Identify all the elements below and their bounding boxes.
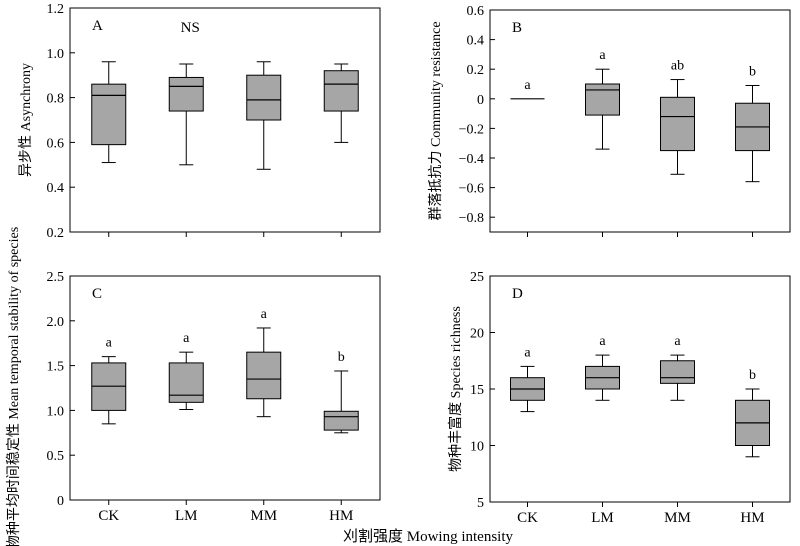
plot-frame [69,7,381,233]
iqr-box [660,96,695,152]
y-tick-label: 0.5 [47,449,65,464]
y-tick-label: 10 [470,440,484,455]
y-tick-label: 0.2 [47,226,65,241]
y-tick-label: −0.4 [459,152,484,167]
panel-b: −0.8 −0.6 −0.4 −0.2 0 0.2 0.4 0.6 群落抵抗力 Communit… [428,4,791,237]
y-tick-label: 5 [477,496,484,511]
y-tick-label: 0.2 [467,63,485,78]
y-tick-label: 1.0 [47,47,65,62]
iqr-box [91,83,127,146]
y-tick-label: 20 [470,327,484,342]
significance-annotation: NS [181,20,200,36]
box-ck: a [510,345,545,413]
box-ck [91,61,127,164]
significance-letter: a [183,331,190,346]
x-tick-label: CK [98,508,119,524]
y-tick-label: 0 [57,494,64,509]
y-axis-label: 异步性 Asynchrony [18,63,34,177]
panel-label: C [92,286,102,302]
y-tick-label: −0.2 [459,122,484,137]
box-lm: a [585,334,620,401]
significance-letter: a [599,48,606,63]
box-hm: b [735,368,770,458]
box-hm: b [735,64,770,183]
x-tick-label: MM [664,510,691,526]
box-mm: a [660,334,695,401]
y-axis-label: 物种丰富度 Species richness [447,306,464,472]
significance-letter: a [674,334,681,349]
y-tick-label: 2.5 [47,270,65,285]
y-tick-label: 0 [477,93,484,108]
iqr-box [323,410,359,431]
y-tick-label: 2.0 [47,315,65,330]
box-ck: a [510,78,545,100]
significance-letter: a [524,345,531,360]
y-tick-label: 0.6 [467,4,485,19]
significance-letter: b [749,64,756,79]
panel-label: D [512,286,523,302]
y-tick-label: 0.6 [47,136,65,151]
iqr-box [168,76,204,112]
box-lm [168,63,204,166]
box-ck: a [91,336,127,425]
y-tick-label: 0.8 [47,92,65,107]
box-lm: a [585,48,620,150]
y-tick-label: 25 [470,270,484,285]
significance-letter: b [749,368,756,383]
y-axis-label: 物种平均时间稳定性 Mean temporal stability of spe… [6,227,22,546]
plot-frame [69,275,381,501]
y-tick-label: −0.8 [459,211,484,226]
x-tick-label: MM [250,508,277,524]
x-tick-label: HM [329,508,353,524]
shared-x-axis-label: 刈割强度 Mowing intensity [343,528,514,545]
iqr-box [246,74,282,121]
box-mm: a [246,307,282,418]
y-tick-label: 0.4 [47,181,65,196]
x-tick-label: LM [591,510,614,526]
y-tick-label: −0.6 [459,182,484,197]
x-tick-label: LM [175,508,198,524]
box-lm: a [168,331,204,411]
significance-letter: a [261,307,268,322]
significance-letter: ab [671,59,684,74]
iqr-box [246,351,282,400]
y-tick-label: 1.0 [47,404,65,419]
box-hm: b [323,350,359,434]
x-tick-label: CK [517,510,538,526]
box-hm [323,63,359,143]
significance-letter: a [599,334,606,349]
panel-label: B [512,20,522,36]
panel-a: 0.2 0.4 0.6 0.8 1.0 1.2 异步性 Asynchrony A NS [18,2,381,241]
box-mm [246,61,282,170]
significance-letter: a [524,78,531,93]
significance-letter: a [106,336,113,351]
iqr-box [585,83,620,116]
plot-frame [489,9,791,233]
x-tick-label: HM [740,510,764,526]
y-tick-label: 1.5 [47,360,65,375]
iqr-box [323,70,359,112]
y-axis-label: 群落抵抗力 Community resistance [428,21,444,220]
y-tick-label: 15 [470,383,484,398]
panel-d: 5 10 15 20 25 CK LM MM HM 物种丰富度 Species richness D… [447,270,791,526]
panel-label: A [92,18,103,34]
y-tick-label: 1.2 [47,2,65,17]
iqr-box [168,362,204,403]
iqr-box [660,360,695,384]
y-tick-label: 0.4 [467,34,485,49]
box-mm: ab [660,59,695,175]
panel-c: 0 0.5 1.0 1.5 2.0 2.5 CK LM MM HM 物种平均时间稳定性 Mean t… [6,227,381,546]
significance-letter: b [338,350,345,365]
